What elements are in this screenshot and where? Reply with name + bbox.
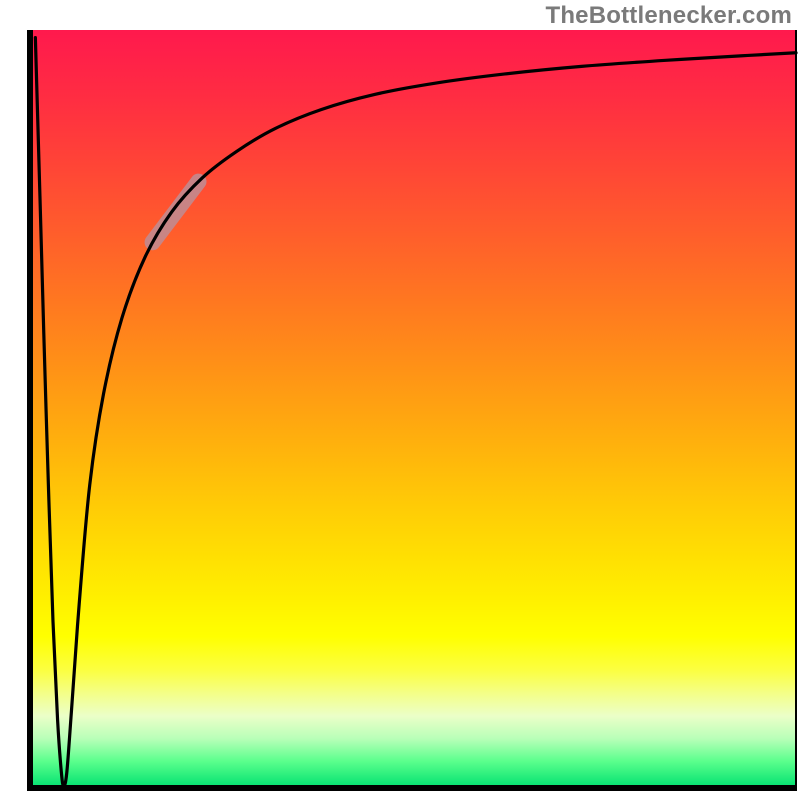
chart-svg	[0, 0, 800, 800]
chart-stage: TheBottlenecker.com	[0, 0, 800, 800]
watermark-label: TheBottlenecker.com	[545, 2, 792, 30]
plot-background	[30, 30, 796, 788]
